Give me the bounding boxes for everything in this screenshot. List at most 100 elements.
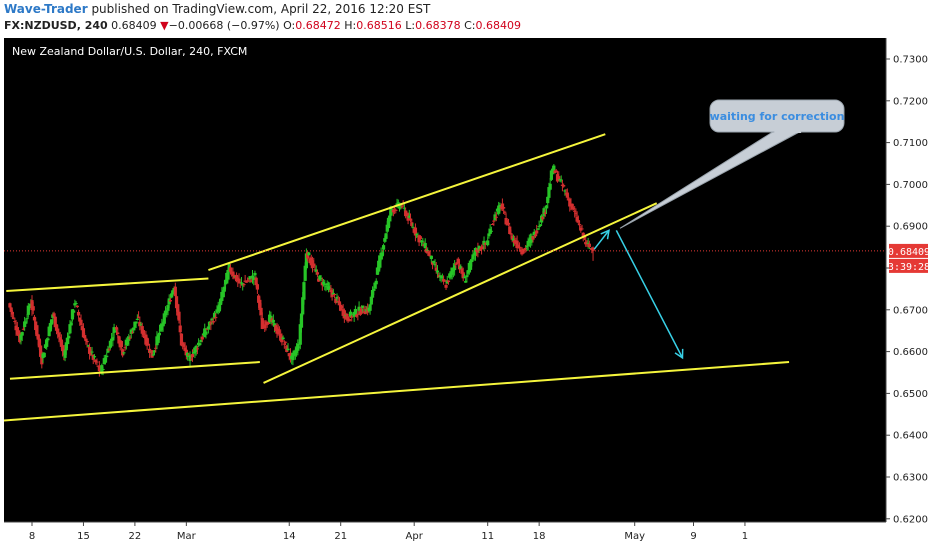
candle <box>321 279 326 287</box>
x-tick-label: 15 <box>77 531 90 542</box>
candle-body <box>57 332 61 337</box>
candle-body <box>389 206 393 216</box>
candle <box>132 327 136 334</box>
candle-body <box>491 223 495 225</box>
candle <box>32 314 37 323</box>
candle <box>563 189 567 196</box>
forecast-arrow[interactable] <box>615 230 684 360</box>
candle-body <box>487 233 491 237</box>
candle-body <box>580 228 584 230</box>
candle-body <box>489 230 493 232</box>
candle-body <box>219 298 223 305</box>
candle-body <box>228 267 233 272</box>
candle-body <box>373 282 377 289</box>
candle-body <box>119 341 124 348</box>
candle-body <box>347 318 351 322</box>
candle <box>280 333 284 346</box>
candle-body <box>177 311 181 321</box>
candle-body <box>510 235 514 240</box>
candle-body <box>13 321 17 323</box>
candle-body <box>58 337 62 341</box>
candle <box>571 207 576 211</box>
candle-body <box>293 351 297 356</box>
time-axis[interactable] <box>4 522 928 546</box>
price-axis[interactable] <box>886 38 928 522</box>
candle <box>464 276 468 283</box>
high-label: H: <box>344 19 357 32</box>
candle-body <box>173 286 177 296</box>
candle-body <box>297 346 301 348</box>
trendline[interactable] <box>208 133 606 272</box>
candle <box>127 333 131 346</box>
candle <box>30 295 34 316</box>
candle-body <box>12 317 16 319</box>
candle-body <box>553 170 557 174</box>
candle-body <box>36 334 40 340</box>
close-label: C: <box>464 19 476 32</box>
price-chart[interactable]: 0.730000.720000.710000.700000.690000.680… <box>4 38 928 546</box>
trendline[interactable] <box>4 361 790 422</box>
candle-body <box>156 334 160 343</box>
candle-body <box>503 211 507 213</box>
x-tick-label: 11 <box>481 531 494 542</box>
candle-body <box>210 318 214 321</box>
forecast-arrow[interactable] <box>593 229 610 250</box>
callout-text: waiting for correction <box>710 110 845 123</box>
candle-body <box>407 215 411 218</box>
candle-body <box>254 277 258 286</box>
countdown-tag-text: 3:39:28 <box>888 262 928 273</box>
candle <box>252 277 256 286</box>
candle-body <box>188 355 192 362</box>
candle-body <box>182 344 186 347</box>
candle <box>432 260 436 264</box>
candle <box>156 333 160 345</box>
candle <box>497 201 501 216</box>
candle-body <box>246 280 250 282</box>
candle-body <box>69 322 73 326</box>
candle-body <box>27 306 32 309</box>
candle-body <box>74 303 78 305</box>
x-tick-label: 14 <box>283 531 296 542</box>
candle <box>13 317 17 325</box>
candle <box>123 344 127 351</box>
candle <box>331 288 335 295</box>
candle-body <box>473 247 478 256</box>
candle-body <box>189 359 193 361</box>
candle <box>544 204 549 214</box>
candle <box>462 273 467 279</box>
candle-body <box>145 337 149 346</box>
trendline[interactable] <box>6 277 209 292</box>
candle-body <box>575 216 579 222</box>
candle-body <box>165 311 169 313</box>
candle-body <box>282 343 286 345</box>
candle <box>286 343 290 351</box>
trendline[interactable] <box>263 202 658 384</box>
candle-body <box>291 352 295 361</box>
candle-body <box>21 328 26 330</box>
candle <box>83 333 87 340</box>
x-tick-label: Mar <box>177 531 197 542</box>
candle-body <box>526 240 530 247</box>
candle <box>391 208 395 217</box>
candle-body <box>70 309 75 320</box>
candle-body <box>252 277 256 280</box>
candle-body <box>482 240 486 245</box>
candle-body <box>176 304 180 316</box>
candle <box>195 345 199 355</box>
candle <box>456 257 460 266</box>
candle <box>312 257 316 268</box>
trendline[interactable] <box>9 361 260 380</box>
candle-body <box>231 271 235 276</box>
candle-body <box>52 313 56 317</box>
candle-body <box>388 215 392 222</box>
candle-body <box>53 316 57 328</box>
author-link[interactable]: Wave-Trader <box>4 2 88 16</box>
candle-body <box>324 286 328 288</box>
candle-body <box>72 310 76 313</box>
candle-body <box>591 247 595 251</box>
candle <box>307 251 311 257</box>
candle-body <box>304 253 308 269</box>
candle <box>75 305 79 309</box>
callout[interactable]: waiting for correction <box>619 99 845 229</box>
